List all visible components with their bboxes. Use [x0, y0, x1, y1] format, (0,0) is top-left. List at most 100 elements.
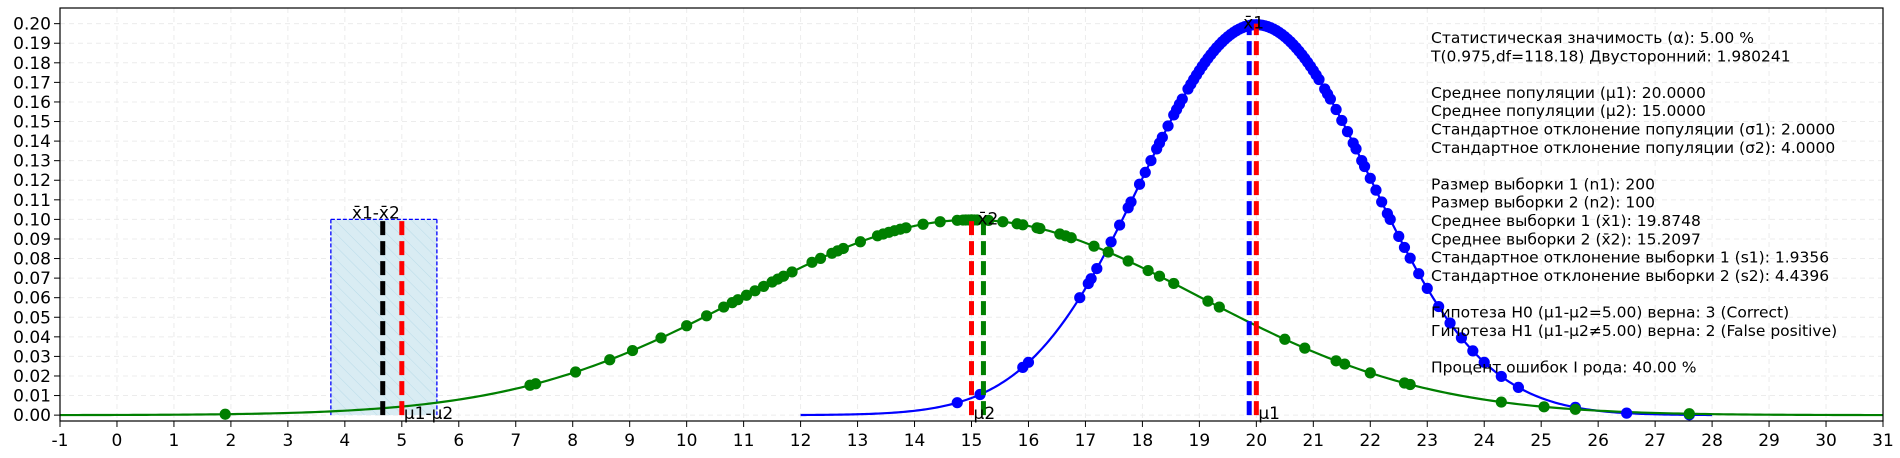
- y-tick-label: 0.00: [13, 406, 51, 426]
- sample-point: [1162, 120, 1174, 132]
- sample-point: [1683, 408, 1695, 420]
- x-tick-label: 22: [1359, 431, 1381, 451]
- x-tick-label: 26: [1587, 431, 1609, 451]
- sample-point: [1091, 262, 1103, 275]
- sample-point: [997, 216, 1009, 228]
- sample-point: [1330, 355, 1342, 367]
- sample-point: [1512, 381, 1524, 394]
- sample-point: [1176, 93, 1188, 105]
- x-tick-label: 15: [961, 431, 983, 451]
- y-tick-label: 0.10: [13, 210, 51, 230]
- sample-point: [1569, 403, 1581, 415]
- sample-point: [1125, 196, 1137, 208]
- sample-point: [1102, 246, 1114, 258]
- sample-point: [786, 266, 798, 278]
- sample-point: [900, 222, 912, 234]
- sample-point: [569, 366, 582, 378]
- y-tick-label: 0.06: [13, 289, 51, 309]
- x-tick-label: 0: [112, 431, 123, 451]
- vertical-line-label: μ1: [1258, 404, 1280, 424]
- y-tick-label: 0.12: [13, 171, 51, 191]
- sample-point: [1404, 378, 1416, 391]
- y-tick-label: 0.19: [13, 34, 51, 54]
- x-tick-label: 29: [1758, 431, 1780, 451]
- sample-point: [934, 216, 946, 228]
- x-tick-label: 30: [1815, 431, 1837, 451]
- y-tick-label: 0.01: [13, 387, 51, 407]
- vertical-line-label: μ1-μ2: [404, 404, 453, 424]
- sample-point: [1156, 131, 1168, 143]
- x-tick-label: 8: [567, 431, 578, 451]
- sample-point: [1455, 332, 1468, 344]
- x-tick-label: 7: [510, 431, 521, 451]
- info-line: Среднее популяции (μ1): 20.0000: [1431, 84, 1706, 102]
- sample-point: [1467, 345, 1479, 357]
- sample-point: [1213, 301, 1225, 313]
- sample-point: [1279, 333, 1291, 345]
- x-tick-label: 31: [1872, 431, 1894, 451]
- x-tick-label: 21: [1302, 431, 1324, 451]
- sample-point: [1444, 317, 1456, 329]
- x-tick-label: 1: [169, 431, 180, 451]
- info-line: Стандартное отклонение популяции (σ2): 4…: [1431, 139, 1835, 157]
- info-line: Среднее популяции (μ2): 15.0000: [1431, 102, 1706, 120]
- sample-point: [1088, 240, 1100, 252]
- sample-point: [1324, 93, 1337, 105]
- info-line: Среднее выборки 1 (x̄1): 19.8748: [1431, 212, 1701, 230]
- sample-point: [1538, 401, 1550, 413]
- x-tick-label: -1: [52, 431, 69, 451]
- info-line: T(0.975,df=118.18) Двусторонний: 1.98024…: [1430, 47, 1791, 65]
- sample-point: [1621, 407, 1633, 419]
- sample-point: [1022, 356, 1035, 368]
- y-tick-label: 0.05: [13, 308, 51, 328]
- y-tick-label: 0.08: [13, 250, 51, 270]
- sample-point: [740, 289, 753, 301]
- info-line: Стандартное отклонение выборки 1 (s1): 1…: [1431, 249, 1829, 267]
- x-tick-label: 23: [1416, 431, 1438, 451]
- sample-point: [1168, 277, 1180, 290]
- x-tick-label: 16: [1018, 431, 1040, 451]
- y-tick-label: 0.14: [13, 132, 51, 152]
- sample-point: [1478, 356, 1490, 368]
- sample-point: [1364, 367, 1376, 379]
- sample-point: [837, 242, 849, 255]
- sample-point: [1393, 230, 1405, 242]
- y-axis: 0.000.010.020.030.040.050.060.070.080.09…: [13, 15, 60, 426]
- sample-point: [1330, 103, 1342, 116]
- y-tick-label: 0.18: [13, 54, 51, 74]
- sample-point: [1433, 300, 1445, 313]
- y-tick-label: 0.13: [13, 152, 51, 172]
- info-line: Статистическая значимость (α): 5.00 %: [1431, 29, 1754, 47]
- difference-region-label: x̄1-x̄2: [352, 203, 400, 223]
- info-line: Гипотеза H0 (μ1-μ2=5.00) верна: 3 (Corre…: [1431, 304, 1789, 322]
- x-tick-label: 2: [225, 431, 236, 451]
- sample-point: [681, 320, 693, 332]
- y-tick-label: 0.15: [13, 113, 51, 133]
- sample-point: [1336, 114, 1348, 127]
- y-tick-label: 0.11: [13, 191, 51, 211]
- x-tick-label: 10: [676, 431, 698, 451]
- sample-point: [1065, 232, 1077, 244]
- sample-point: [1085, 273, 1097, 285]
- vertical-line-label: μ2: [974, 404, 996, 424]
- info-panel: Статистическая значимость (α): 5.00 %T(0…: [1430, 29, 1837, 376]
- x-tick-label: 17: [1075, 431, 1097, 451]
- vertical-line-label: x̄2: [977, 209, 998, 229]
- sample-point: [1122, 255, 1134, 267]
- x-tick-label: 19: [1189, 431, 1211, 451]
- sample-point: [1339, 358, 1351, 370]
- sample-point: [1133, 178, 1146, 190]
- line-labels: μ1-μ2 μ2 x̄2 x̄1 μ1: [404, 14, 1280, 424]
- info-line: Гипотеза H1 (μ1-μ2≠5.00) верна: 2 (False…: [1431, 322, 1837, 340]
- y-tick-label: 0.02: [13, 367, 51, 387]
- sample-point: [1105, 236, 1117, 248]
- x-tick-label: 18: [1132, 431, 1154, 451]
- sample-points: [219, 19, 1695, 421]
- sample-point: [1299, 342, 1311, 354]
- sample-point: [757, 280, 770, 292]
- x-tick-label: 14: [904, 431, 926, 451]
- sample-point: [1145, 154, 1157, 167]
- sample-point: [951, 397, 963, 409]
- sample-point: [530, 378, 542, 390]
- vertical-line-label: x̄1: [1243, 14, 1264, 34]
